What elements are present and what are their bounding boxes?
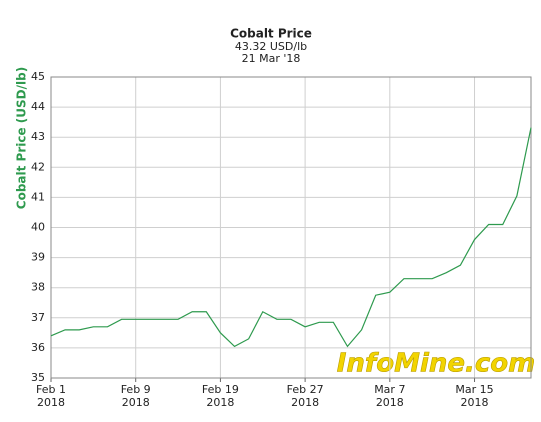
x-tick-label: Feb 9 bbox=[121, 383, 151, 396]
y-axis-label: Cobalt Price (USD/lb) bbox=[15, 67, 29, 209]
y-tick-label: 39 bbox=[31, 251, 45, 264]
chart-subtitle: 43.32 USD/lb bbox=[235, 40, 307, 53]
y-tick-label: 40 bbox=[31, 221, 45, 234]
y-tick-label: 35 bbox=[31, 371, 45, 384]
x-tick-label: 2018 bbox=[461, 396, 489, 409]
y-tick-label: 41 bbox=[31, 190, 45, 203]
plot-frame bbox=[50, 76, 532, 379]
x-tick-label: 2018 bbox=[37, 396, 65, 409]
x-tick-label: Feb 27 bbox=[287, 383, 324, 396]
y-tick-label: 38 bbox=[31, 281, 45, 294]
chart-title: Cobalt Price bbox=[230, 27, 312, 41]
x-tick-label: 2018 bbox=[291, 396, 319, 409]
x-tick-label: Mar 15 bbox=[455, 383, 493, 396]
x-tick-label: Mar 7 bbox=[374, 383, 405, 396]
y-tick-label: 44 bbox=[31, 100, 45, 113]
watermark: InfoMine.com bbox=[337, 349, 536, 379]
y-tick-label: 43 bbox=[31, 130, 45, 143]
y-tick-label: 45 bbox=[31, 70, 45, 83]
x-tick-label: Feb 1 bbox=[36, 383, 66, 396]
x-tick-label: 2018 bbox=[206, 396, 234, 409]
y-tick-label: 37 bbox=[31, 311, 45, 324]
price-line bbox=[50, 127, 532, 348]
y-tick-label: 36 bbox=[31, 341, 45, 354]
x-tick-label: Feb 19 bbox=[202, 383, 239, 396]
x-tick-label: 2018 bbox=[122, 396, 150, 409]
x-tick-label: 2018 bbox=[376, 396, 404, 409]
y-tick-label: 42 bbox=[31, 160, 45, 173]
date-label: 21 Mar '18 bbox=[242, 52, 301, 65]
